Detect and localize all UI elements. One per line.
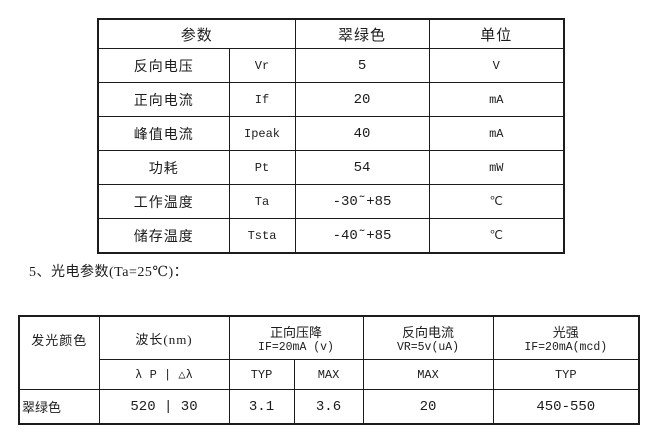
header-reverse-current-title: 反向电流 xyxy=(402,325,455,340)
table-header-row: 参数 翠绿色 单位 xyxy=(97,18,565,49)
param-value-cell: 20 xyxy=(294,82,430,117)
header-emit-color: 发光颜色 xyxy=(18,315,100,390)
param-symbol-cell: Ta xyxy=(228,184,296,219)
param-unit-cell: mA xyxy=(428,116,565,151)
param-name-cell: 储存温度 xyxy=(97,218,230,254)
header-unit: 单位 xyxy=(428,18,565,49)
param-unit-cell: mW xyxy=(428,150,565,185)
param-name-cell: 正向电流 xyxy=(97,82,230,117)
subheader-rc-max: MAX xyxy=(362,359,494,390)
max-ratings-table: 参数 翠绿色 单位 反向电压 Vr 5 V 正向电流 If 20 mA 峰值电流… xyxy=(97,18,566,254)
header-reverse-current-cond: VR=5v(uA) xyxy=(396,341,460,354)
fv-typ-cell: 3.1 xyxy=(228,389,295,425)
param-symbol-cell: Vr xyxy=(228,48,296,83)
param-value-cell: 40 xyxy=(294,116,430,151)
subheader-fv-max: MAX xyxy=(293,359,364,390)
table-row: 储存温度 Tsta -40˜+85 ℃ xyxy=(97,218,565,254)
param-value-cell: -40˜+85 xyxy=(294,218,430,254)
fv-max-cell: 3.6 xyxy=(293,389,364,425)
param-unit-cell: mA xyxy=(428,82,565,117)
emit-color-cell: 翠绿色 xyxy=(18,389,100,425)
param-unit-cell: ℃ xyxy=(428,184,565,219)
param-name-cell: 工作温度 xyxy=(97,184,230,219)
header-forward-voltage: 正向压降 IF=20mA (v) xyxy=(228,315,364,360)
wavelength-cell: 520 | 30 xyxy=(98,389,230,425)
header-color: 翠绿色 xyxy=(294,18,430,49)
table-header-row: 发光颜色 波长(nm) 正向压降 IF=20mA (v) 反向电流 VR=5v(… xyxy=(18,315,640,390)
subheader-li-typ: TYP xyxy=(492,359,640,390)
param-symbol-cell: Tsta xyxy=(228,218,296,254)
table-row: 工作温度 Ta -30˜+85 ℃ xyxy=(97,184,565,219)
param-value-cell: -30˜+85 xyxy=(294,184,430,219)
subheader-fv-typ: TYP xyxy=(228,359,295,390)
table-row: 反向电压 Vr 5 V xyxy=(97,48,565,83)
rc-max-cell: 20 xyxy=(362,389,494,425)
param-name-cell: 反向电压 xyxy=(97,48,230,83)
param-value-cell: 54 xyxy=(294,150,430,185)
param-symbol-cell: Pt xyxy=(228,150,296,185)
param-unit-cell: V xyxy=(428,48,565,83)
param-value-cell: 5 xyxy=(294,48,430,83)
header-reverse-current: 反向电流 VR=5v(uA) xyxy=(362,315,494,360)
table-row: 翠绿色 520 | 30 3.1 3.6 20 450-550 xyxy=(18,389,640,425)
param-name-cell: 功耗 xyxy=(97,150,230,185)
table-row: 功耗 Pt 54 mW xyxy=(97,150,565,185)
subheader-wavelength: λ P | △λ xyxy=(98,359,230,390)
opto-electrical-table: 发光颜色 波长(nm) 正向压降 IF=20mA (v) 反向电流 VR=5v(… xyxy=(18,315,641,425)
param-symbol-cell: Ipeak xyxy=(228,116,296,151)
param-unit-cell: ℃ xyxy=(428,218,565,254)
li-typ-cell: 450-550 xyxy=(492,389,640,425)
table-subheader-row: λ P | △λ TYP MAX MAX TYP xyxy=(19,359,640,390)
header-intensity-cond: IF=20mA(mcd) xyxy=(524,341,608,354)
header-intensity: 光强 IF=20mA(mcd) xyxy=(492,315,640,360)
param-name-cell: 峰值电流 xyxy=(97,116,230,151)
header-forward-voltage-title: 正向压降 xyxy=(270,325,323,340)
header-intensity-title: 光强 xyxy=(552,325,579,340)
section-heading: 5、光电参数(Ta=25℃)： xyxy=(29,265,189,280)
header-param: 参数 xyxy=(97,18,296,49)
table-row: 峰值电流 Ipeak 40 mA xyxy=(97,116,565,151)
table-row: 正向电流 If 20 mA xyxy=(97,82,565,117)
header-forward-voltage-cond: IF=20mA (v) xyxy=(258,341,334,354)
param-symbol-cell: If xyxy=(228,82,296,117)
header-wavelength: 波长(nm) xyxy=(98,315,230,360)
